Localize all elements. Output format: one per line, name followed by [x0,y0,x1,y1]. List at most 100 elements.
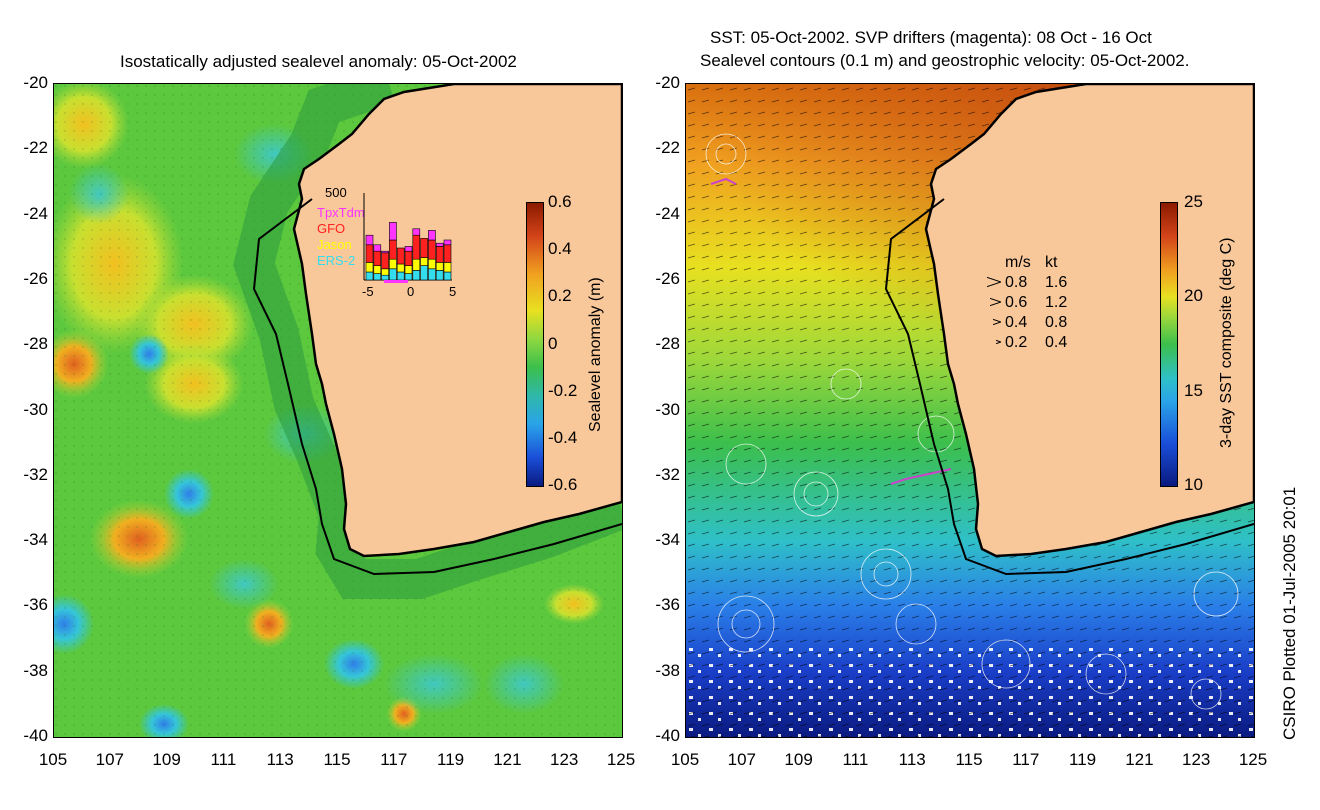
right-ytick: -32 [655,464,680,484]
sealevel-colorbar-tick: 0 [548,333,558,353]
right-ytick: -24 [655,203,680,223]
legend-tpxtdm: TpxTdm [317,205,365,220]
right-xtick: 121 [1125,750,1154,769]
right-ytick: -34 [655,530,680,550]
velocity-kt: 0.8 [1045,314,1068,331]
left-ytick: -34 [23,530,48,550]
inset-bar-segment [365,244,374,263]
left-xtick: 121 [493,750,522,769]
velocity-arrow-icon [992,315,1003,335]
inset-bar-segment [428,239,436,260]
inset-bar-segment [412,258,421,271]
right-map-title-line1: SST: 05-Oct-2002. SVP drifters (magenta)… [710,28,1152,47]
right-xtick: 107 [727,750,756,769]
right-ytick: -30 [655,399,680,419]
right-ytick: -22 [655,138,680,158]
left-map-title: Isostatically adjusted sealevel anomaly:… [120,52,517,71]
left-ytick: -30 [23,399,48,419]
sealevel-colorbar-tick: 0.6 [548,192,572,211]
inset-bar-segment [389,222,397,241]
inset-bar-segment [435,242,444,247]
inset-bar-segment [373,273,382,281]
sealevel-colorbar [526,202,544,487]
inset-bar-segment [389,258,397,270]
right-xtick: 115 [955,750,983,769]
left-ytick: -38 [23,660,48,680]
inset-legend: TpxTdm GFO Jason ERS-2 [317,205,365,269]
sealevel-colorbar-tick: -0.2 [548,380,578,400]
left-ytick: -28 [23,334,48,354]
inset-bar-segment [420,257,428,266]
sealevel-colorbar-tick: 0.2 [548,286,572,306]
right-xtick: 125 [1238,750,1268,769]
sealevel-colorbar-tick: -0.4 [548,427,578,447]
velocity-ms: 0.6 [1005,294,1028,311]
left-xtick: 125 [606,750,636,769]
right-ytick: -38 [655,660,680,680]
left-xtick: 107 [95,750,124,769]
inset-bar-segment [443,262,452,273]
inset-bar-segment [428,258,436,270]
footer-credit: CSIRO Plotted 01-Jul-2005 20:01 [1280,486,1299,740]
velocity-arrow-icon [989,295,1003,315]
velocity-arrow-icon [995,335,1003,355]
right-ytick: -28 [655,334,680,354]
inset-bar-segment [389,268,397,281]
right-ytick: -40 [655,726,680,745]
velocity-kt: 1.6 [1045,274,1068,291]
inset-bar-segment [443,244,452,263]
sealevel-colorbar-tick: 0.4 [548,239,572,259]
inset-xtick-neg5: -5 [362,284,374,299]
right-xtick: 123 [1182,750,1211,769]
inset-bar-segment [404,246,413,252]
inset-bar-segment [412,270,421,281]
left-ytick: -36 [23,595,48,615]
inset-bar-segment [443,271,452,281]
sst-colorbar-label: 3-day SST composite (deg C) [1218,237,1235,448]
right-xtick: 113 [898,750,926,769]
legend-ers2: ERS-2 [317,253,356,268]
inset-bar-segment [420,265,428,281]
sst-colorbar-tick: 25 [1184,192,1203,211]
legend-gfo: GFO [317,221,346,236]
inset-bar-segment [435,262,444,271]
sst-colorbar-tick: 20 [1184,286,1203,306]
left-xtick: 115 [323,750,351,769]
legend-jason: Jason [317,237,352,252]
left-ytick: -32 [23,464,48,484]
left-ytick: -22 [23,138,48,158]
inset-bar-segment [365,262,374,273]
inset-xtick-5: 5 [449,284,457,299]
inset-bar-segment [373,244,382,252]
inset-bar-segment [381,274,389,281]
velocity-ms: 0.4 [1005,314,1028,331]
sst-map [685,83,1255,738]
sst-colorbar-tick: 15 [1184,380,1203,400]
inset-xtick-0: 0 [407,284,415,299]
left-ytick: -40 [23,726,48,745]
inset-bar-segment [404,250,413,266]
legend-header-ms: m/s [1005,254,1031,271]
inset-bar-segment [428,268,436,281]
right-ytick: -36 [655,595,680,615]
inset-bar-segment [412,234,421,260]
inset-bar-segment [396,263,405,273]
left-ytick: -26 [23,268,48,288]
right-ytick: -26 [655,268,680,288]
inset-bar-segment [373,250,382,266]
inset-bar-segment [396,247,405,265]
left-xtick: 105 [38,750,68,769]
velocity-arrow-icon [986,275,1003,295]
inset-bar-segment [404,265,413,274]
right-map-title-line2: Sealevel contours (0.1 m) and geostrophi… [700,51,1190,70]
inset-bar-segment [396,271,405,281]
inset-bars [363,193,452,283]
inset-ytick: 500 [325,185,347,200]
coastline-right [924,84,1254,558]
right-xtick: 119 [1069,750,1097,769]
sealevel-colorbar-label: Sealevel anomaly (m) [587,277,604,432]
inset-bar-segment [435,246,444,263]
sst-colorbar-tick: 10 [1184,475,1203,494]
right-xtick: 117 [1012,750,1040,769]
velocity-kt: 1.2 [1045,294,1068,311]
